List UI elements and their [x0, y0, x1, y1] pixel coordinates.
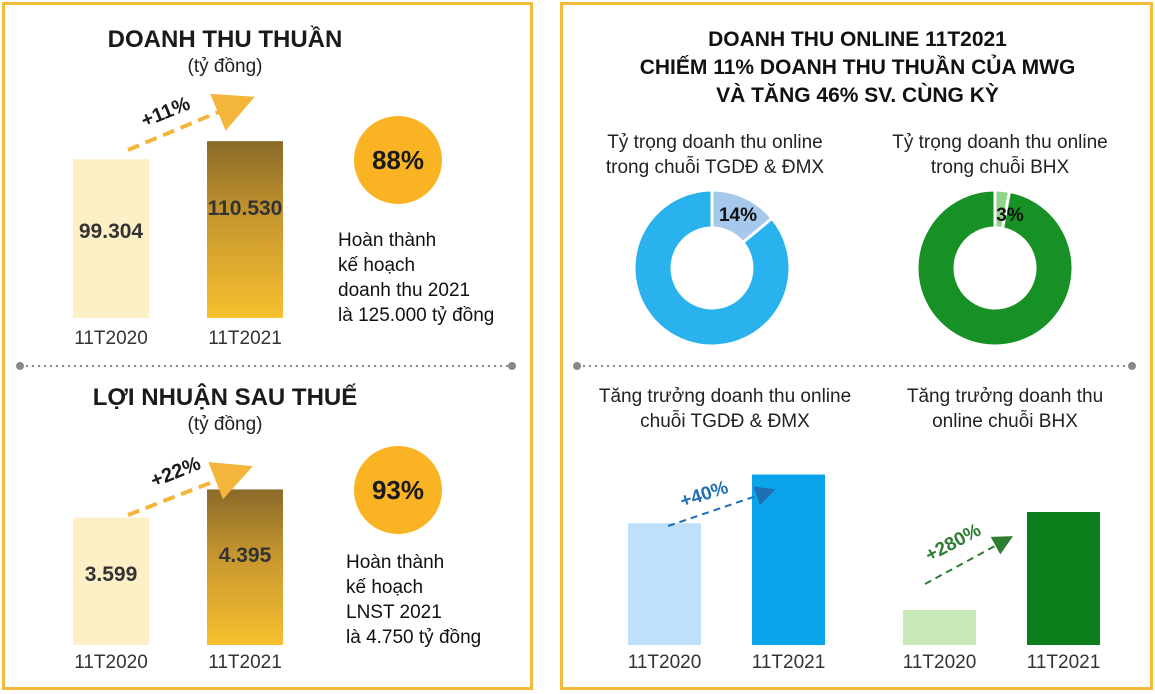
profit-growth-arrow	[127, 462, 253, 517]
left-separator	[16, 362, 516, 370]
revenue-title: DOANH THU THUẦN	[107, 26, 343, 53]
growth-bhx-title: Tăng trưởng doanh thu online chuỗi BHX	[906, 386, 1104, 432]
donut-tgdd-value-label: 14%	[719, 205, 757, 226]
growth-tgdd-label: +40%	[678, 477, 731, 512]
growth-tgdd-arrow	[667, 486, 776, 527]
revenue-plan-note: Hoàn thành kế hoạch doanh thu 2021 là 12…	[338, 230, 495, 326]
revenue-growth-arrow	[127, 93, 255, 152]
profit-value-label: 4.395	[219, 544, 272, 567]
revenue-completion-badge: 88%	[354, 116, 442, 204]
right-separator	[573, 362, 1136, 370]
growth-bhx-category-label: 11T2020	[903, 652, 977, 673]
profit-bar-11T2020	[73, 517, 149, 645]
donut-bhx-value-label: 3%	[996, 205, 1024, 226]
profit-plan-note: Hoàn thành kế hoạch LNST 2021 là 4.750 t…	[346, 552, 482, 648]
right-panel	[560, 2, 1153, 690]
growth-tgdd-category-label: 11T2021	[752, 652, 826, 673]
donut-tgdd-rest-slice	[632, 188, 792, 348]
revenue-category-label: 11T2020	[74, 328, 148, 349]
revenue-bar-11T2020	[73, 159, 149, 318]
growth-bhx-label: +280%	[922, 520, 985, 567]
growth-tgdd-bar-11T2020	[628, 523, 701, 645]
profit-value-label: 3.599	[85, 563, 138, 586]
profit-title: LỢI NHUẬN SAU THUẾ	[92, 384, 358, 411]
revenue-value-label: 110.530	[208, 197, 283, 220]
growth-bhx-category-label: 11T2021	[1027, 652, 1101, 673]
growth-bhx-arrow	[924, 536, 1014, 585]
left-panel	[2, 2, 533, 690]
revenue-unit: (tỷ đồng)	[187, 56, 263, 77]
growth-bhx-bar-11T2021	[1027, 512, 1100, 645]
profit-category-label: 11T2020	[74, 652, 148, 673]
donut-bhx-rest-slice	[915, 188, 1075, 348]
revenue-value-label: 99.304	[79, 220, 144, 243]
donut-tgdd-title: Tỷ trọng doanh thu online trong chuỗi TG…	[605, 132, 825, 178]
growth-tgdd-bar-11T2021	[752, 474, 825, 645]
online-revenue-title: DOANH THU ONLINE 11T2021 CHIẾM 11% DOANH…	[639, 28, 1076, 107]
growth-tgdd-category-label: 11T2020	[628, 652, 702, 673]
growth-tgdd-title: Tăng trưởng doanh thu online chuỗi TGDĐ …	[598, 386, 852, 432]
profit-completion-badge: 93%	[354, 446, 442, 534]
profit-unit: (tỷ đồng)	[187, 414, 263, 435]
profit-category-label: 11T2021	[208, 652, 282, 673]
donut-bhx-title: Tỷ trọng doanh thu online trong chuỗi BH…	[892, 132, 1108, 178]
profit-bar-11T2021	[207, 489, 283, 645]
growth-bhx-bar-11T2020	[903, 610, 976, 645]
profit-growth-label: +22%	[148, 452, 204, 492]
revenue-bar-11T2021	[207, 141, 283, 318]
revenue-category-label: 11T2021	[208, 328, 282, 349]
